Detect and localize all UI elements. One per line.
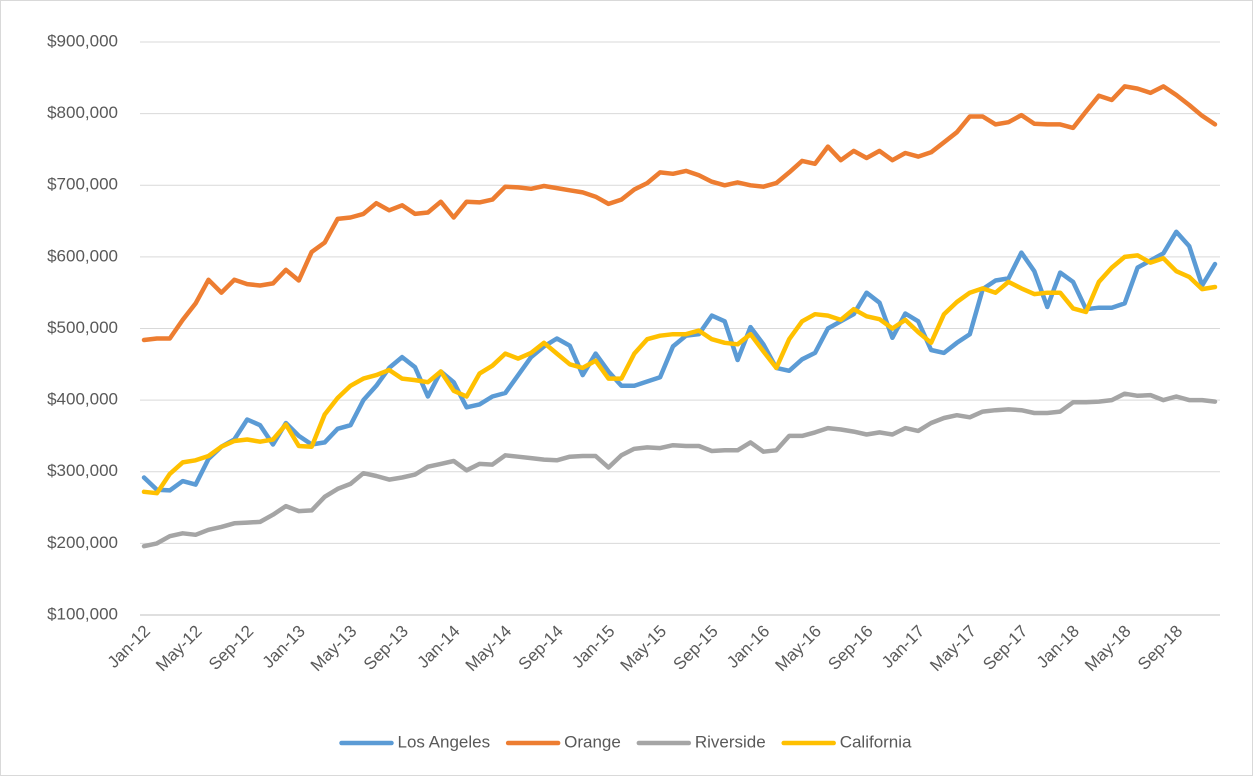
y-tick-label: $700,000	[47, 175, 118, 194]
legend-label: Los Angeles	[397, 732, 490, 751]
y-tick-label: $600,000	[47, 246, 118, 265]
series-line	[141, 229, 1218, 493]
series-line	[141, 253, 1218, 496]
y-tick-label: $200,000	[47, 533, 118, 552]
legend-label: Orange	[564, 732, 621, 751]
y-tick-label: $900,000	[47, 31, 118, 50]
series-line	[141, 391, 1218, 549]
y-tick-label: $400,000	[47, 390, 118, 409]
legend: Los Angeles Orange Riverside California	[339, 732, 912, 751]
y-tick-label: $300,000	[47, 461, 118, 480]
legend-label: Riverside	[695, 732, 766, 751]
y-tick-label: $800,000	[47, 103, 118, 122]
legend-label: California	[840, 732, 912, 751]
y-tick-label: $500,000	[47, 318, 118, 337]
y-tick-label: $100,000	[47, 604, 118, 623]
series-line	[141, 84, 1218, 343]
